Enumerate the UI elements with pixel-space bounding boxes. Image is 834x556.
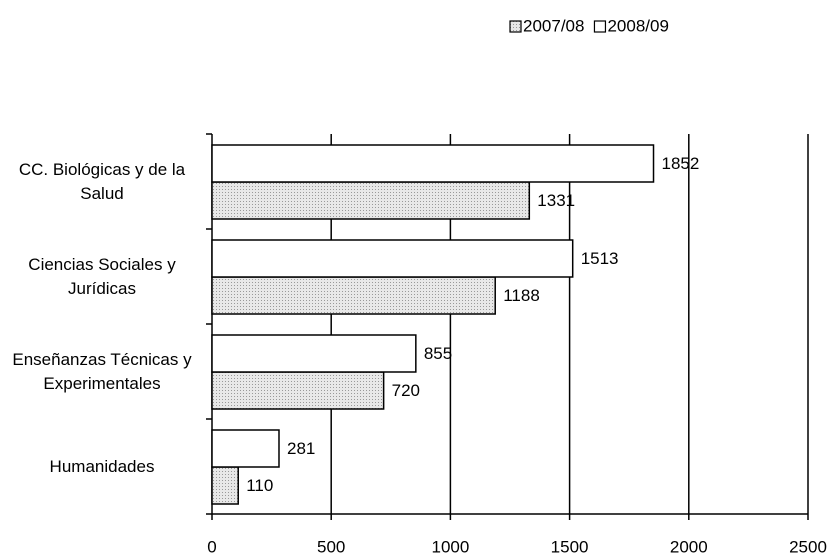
legend-label: 2008/09: [607, 16, 668, 35]
value-label: 855: [424, 344, 452, 363]
value-label: 1331: [537, 191, 575, 210]
x-tick-label: 1000: [431, 537, 469, 556]
bar: [211, 429, 280, 468]
legend-swatch: [593, 20, 607, 33]
y-tick-label: CC. Biológicas y de la Salud: [18, 159, 186, 203]
value-label: 110: [246, 476, 273, 495]
y-tick-label: Ciencias Sociales y Jurídicas: [28, 254, 176, 298]
legend-swatch: [509, 20, 522, 33]
bar: [211, 371, 385, 410]
bar: [211, 181, 531, 220]
x-tick-label: 1500: [551, 537, 589, 556]
x-tick-label: 0: [207, 537, 216, 556]
bar: [211, 239, 574, 278]
x-tick-label: 2000: [670, 537, 708, 556]
value-label: 1852: [662, 154, 700, 173]
y-tick-label: Enseñanzas Técnicas y Experimentales: [12, 349, 192, 393]
value-label: 281: [287, 439, 315, 458]
value-label: 1188: [503, 286, 540, 305]
x-tick-label: 2500: [789, 537, 827, 556]
y-tick-label: Humanidades: [49, 456, 155, 476]
bar: [211, 466, 239, 505]
value-label: 1513: [581, 249, 619, 268]
value-label: 720: [392, 381, 420, 400]
legend-label: 2007/08: [523, 16, 584, 35]
bar: [211, 144, 655, 183]
x-tick-label: 500: [317, 537, 345, 556]
bar: [211, 334, 417, 373]
bar: [211, 276, 496, 315]
